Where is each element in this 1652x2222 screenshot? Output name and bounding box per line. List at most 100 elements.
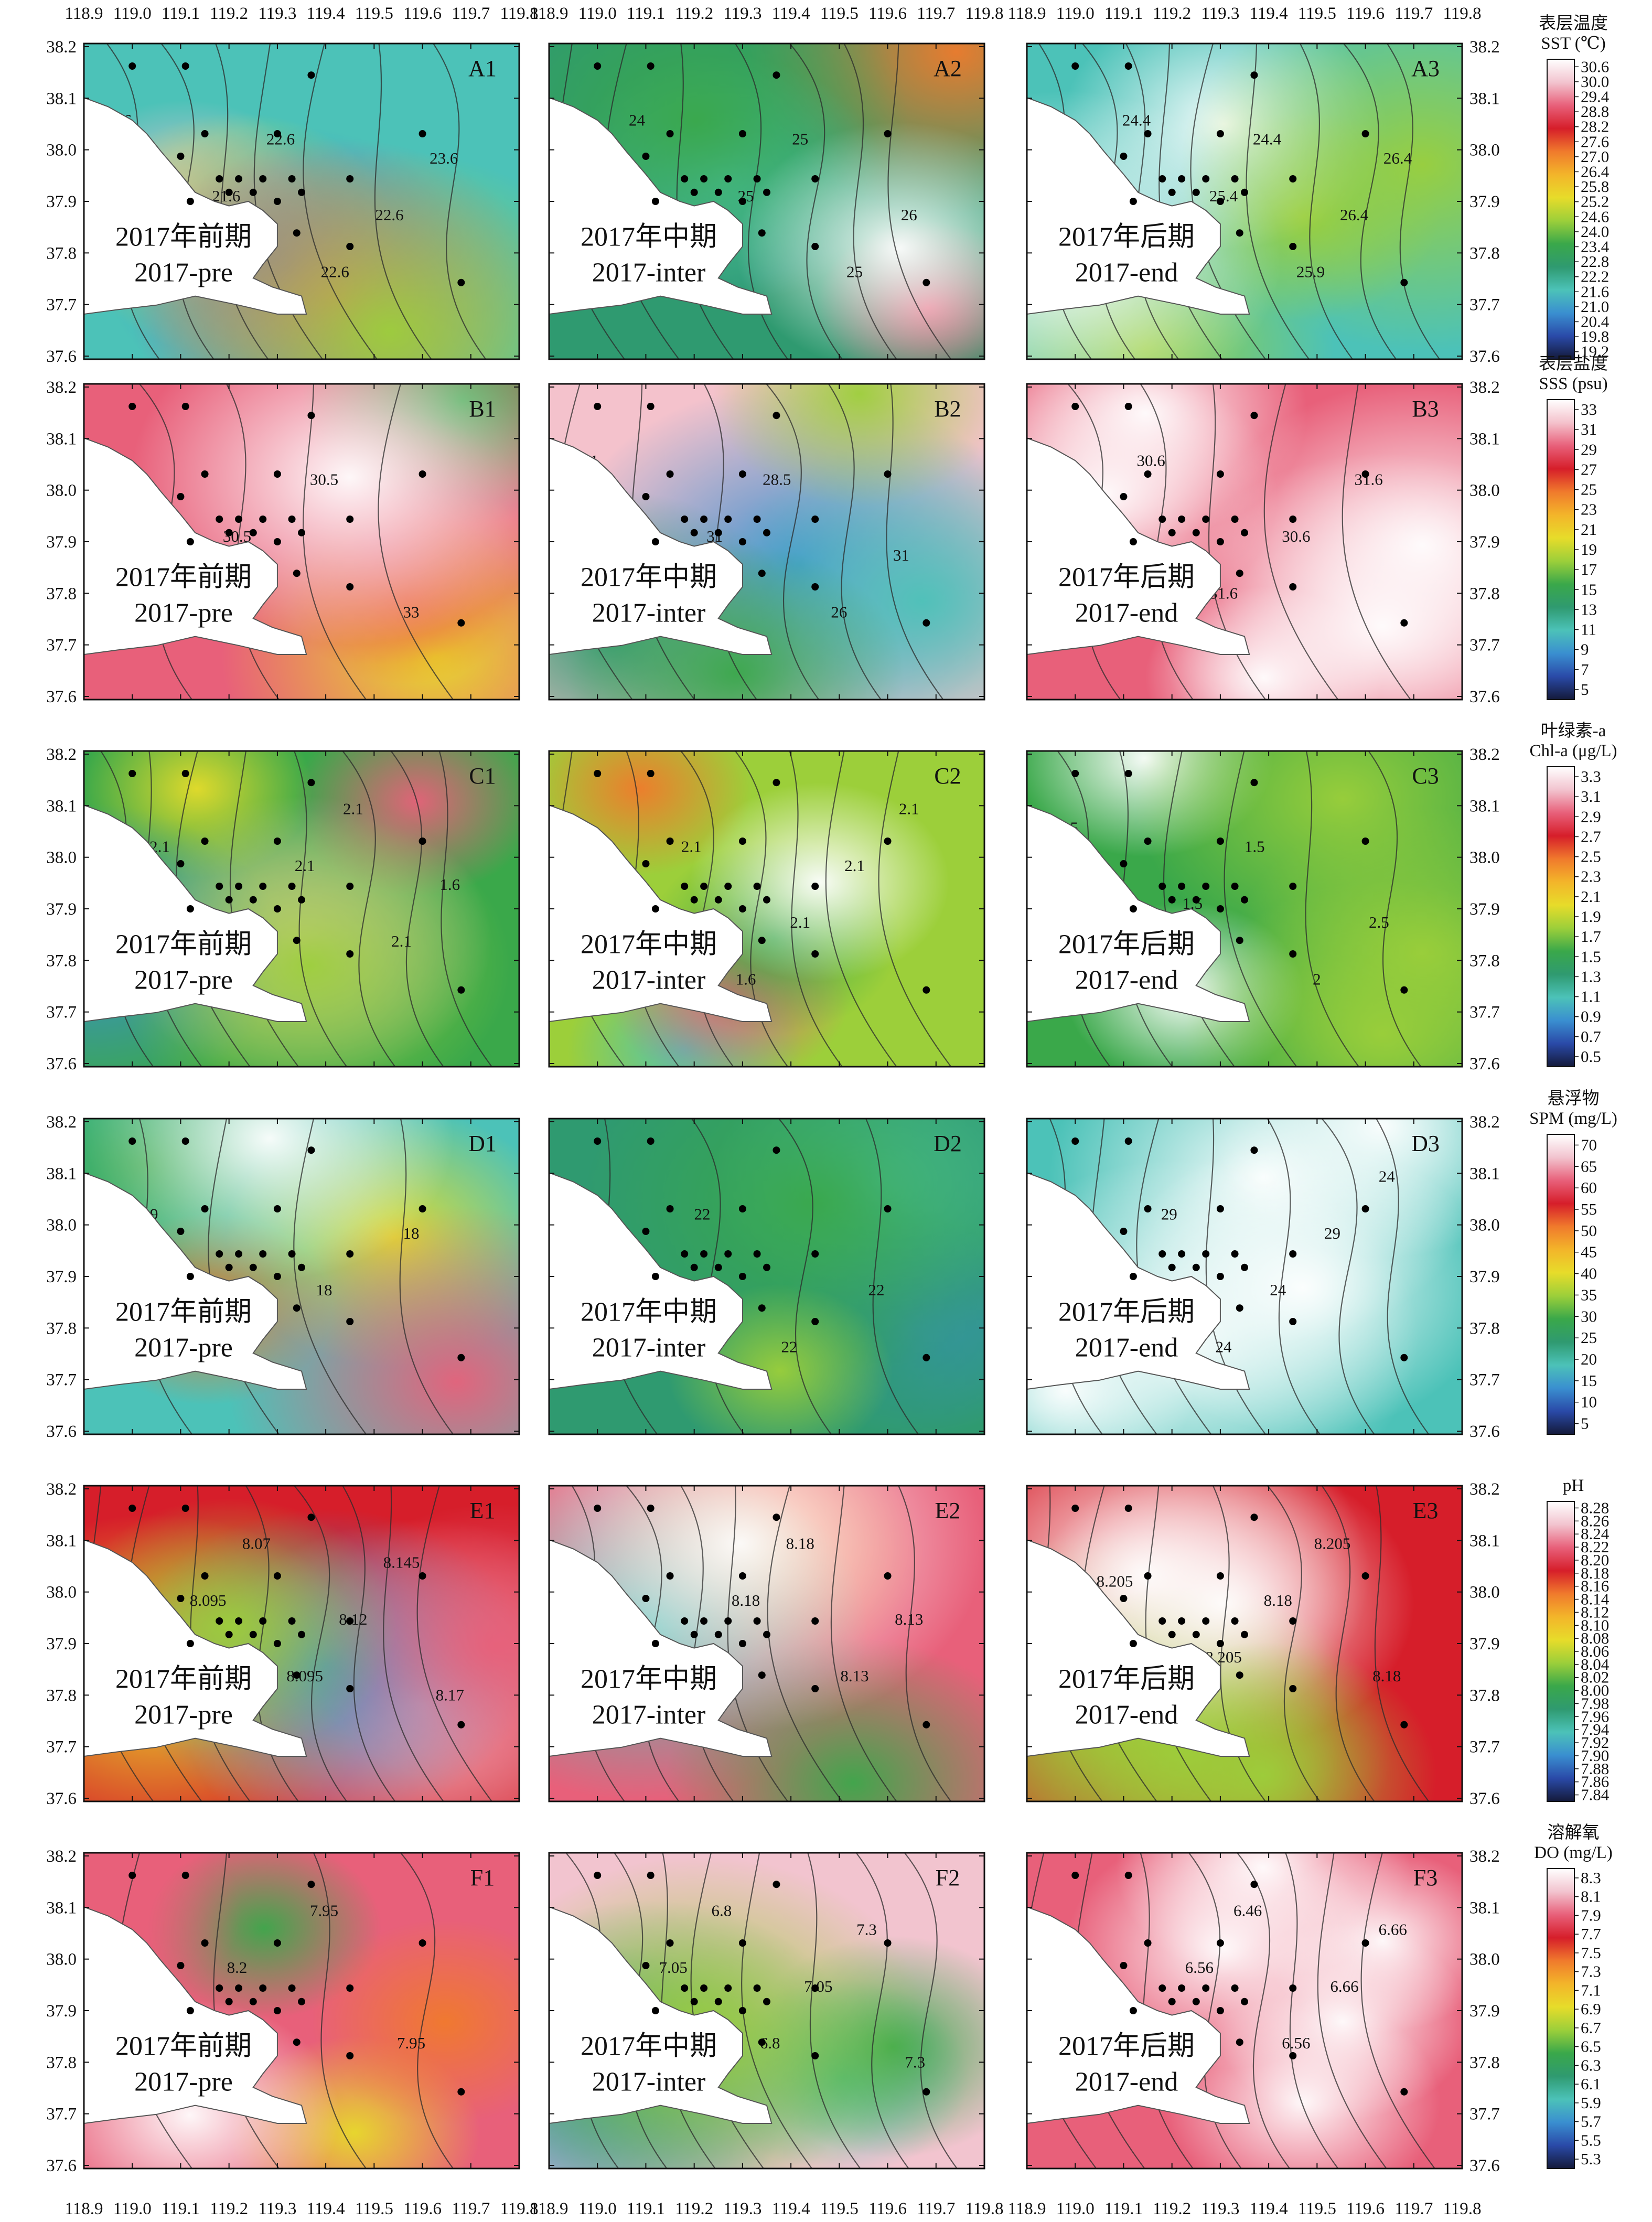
sampling-station xyxy=(773,1513,780,1521)
sampling-station xyxy=(419,1572,426,1580)
sampling-station xyxy=(235,883,243,890)
x-tick-label-top: 119.5 xyxy=(1298,4,1336,23)
colorbar-ramp xyxy=(1547,399,1575,700)
colorbar-tick-label: 30.0 xyxy=(1581,72,1609,91)
x-tick-label-top: 119.8 xyxy=(1443,4,1481,23)
sampling-station xyxy=(666,1205,674,1212)
sampling-station xyxy=(288,175,296,183)
field-a2: 24242525252526 xyxy=(549,44,984,359)
x-tick-label-bottom: 119.5 xyxy=(1298,2199,1336,2218)
y-tick-label-left: 37.6 xyxy=(46,347,77,366)
y-tick-label-right: 38.0 xyxy=(1469,1583,1500,1602)
contour-label: 29 xyxy=(1161,1205,1177,1223)
sampling-station xyxy=(186,1640,194,1647)
sampling-station xyxy=(1289,516,1297,523)
land-mass xyxy=(84,97,307,315)
sampling-station xyxy=(1216,470,1224,478)
y-tick-label-left: 37.8 xyxy=(46,244,77,263)
colorbar-tick-label: 25.8 xyxy=(1581,177,1609,196)
colorbar-tick-label: 1.3 xyxy=(1581,967,1601,985)
sampling-station xyxy=(259,516,267,523)
sampling-station xyxy=(293,570,301,577)
x-tick-label-bottom: 119.6 xyxy=(868,2199,907,2218)
sampling-station xyxy=(1216,838,1224,845)
contour-label: 8.18 xyxy=(1372,1667,1401,1685)
sampling-station xyxy=(594,770,602,777)
x-tick-label-bottom: 119.2 xyxy=(675,2199,713,2218)
period-label-zh: 2017年后期 xyxy=(1058,1297,1195,1327)
sampling-station xyxy=(647,1872,655,1879)
y-tick-label-left: 37.9 xyxy=(46,192,77,211)
sampling-station xyxy=(273,198,281,205)
land-mass xyxy=(84,1172,307,1390)
colorbar-tick-label: 17 xyxy=(1581,560,1597,578)
period-label-zh: 2017年中期 xyxy=(581,1297,717,1327)
sampling-station xyxy=(1192,896,1200,904)
land-mass xyxy=(549,97,773,315)
contour-label: 18 xyxy=(403,1224,420,1242)
land-mass xyxy=(1027,804,1250,1023)
sampling-station xyxy=(922,1721,930,1729)
sampling-station xyxy=(1289,1318,1297,1325)
sampling-station xyxy=(1168,1630,1176,1638)
colorbar-tick-label: 0.5 xyxy=(1581,1047,1601,1066)
field-b3: 31.630.631.630.631.6 xyxy=(1027,384,1462,700)
sampling-station xyxy=(1120,1228,1128,1235)
contour-label: 22 xyxy=(781,1337,798,1356)
sampling-station xyxy=(922,1354,930,1361)
colorbar-tick-label: 8.20 xyxy=(1581,1551,1609,1569)
sampling-station xyxy=(288,1250,296,1258)
y-tick-label-right: 38.1 xyxy=(1469,89,1500,108)
x-tick-label-bottom: 119.7 xyxy=(1394,2199,1433,2218)
sampling-station xyxy=(1289,950,1297,958)
period-label-en: 2017-pre xyxy=(134,1700,233,1730)
contour-label: 30.6 xyxy=(1137,452,1165,470)
contour-line xyxy=(878,751,952,1067)
sampling-station xyxy=(1120,493,1128,500)
sampling-station xyxy=(681,1250,689,1258)
contour-label: 2.1 xyxy=(343,799,363,818)
contour-line xyxy=(778,1119,832,1434)
contour-line xyxy=(1317,1853,1387,2169)
y-tick-label-left: 37.9 xyxy=(46,1268,77,1286)
contour-label: 2.1 xyxy=(790,913,810,931)
sampling-station xyxy=(273,1640,281,1647)
sampling-station xyxy=(177,1595,185,1602)
x-tick-label-bottom: 119.7 xyxy=(917,2199,955,2218)
sampling-station xyxy=(273,470,281,478)
sampling-station xyxy=(235,1250,243,1258)
contour-line xyxy=(313,1853,367,2169)
x-tick-label-top: 119.5 xyxy=(355,4,393,23)
sampling-station xyxy=(1236,570,1243,577)
contour-line xyxy=(303,44,378,359)
colorbar-tick-label: 13 xyxy=(1581,600,1597,618)
sampling-station xyxy=(216,516,223,523)
sampling-station xyxy=(419,130,426,137)
field-blob xyxy=(736,122,984,359)
sampling-station xyxy=(690,188,698,196)
contour-label: 24 xyxy=(1216,1337,1232,1356)
map-panel-e3: 8.238.2058.238.2058.188.2058.18E32017年后期… xyxy=(1026,1485,1463,1802)
sampling-station xyxy=(738,1640,746,1647)
sampling-station xyxy=(186,538,194,545)
colorbar-tick-label: 8.1 xyxy=(1581,1887,1601,1906)
contour-line xyxy=(676,44,734,359)
sampling-station xyxy=(753,1250,761,1258)
sampling-station xyxy=(811,1617,819,1625)
panel-id-label: D3 xyxy=(1411,1131,1440,1156)
sampling-station xyxy=(1241,188,1248,196)
colorbar-tick-label: 6.7 xyxy=(1581,2019,1601,2037)
y-tick-label-right: 37.8 xyxy=(1469,2053,1500,2072)
x-tick-label-bottom: 119.1 xyxy=(162,2199,200,2218)
x-tick-label-bottom: 119.2 xyxy=(210,2199,248,2218)
contour-label: 8.2 xyxy=(227,1958,248,1977)
sampling-station xyxy=(346,516,354,523)
contour-line xyxy=(1376,1119,1430,1434)
sampling-station xyxy=(763,188,770,196)
sampling-station xyxy=(922,986,930,994)
colorbar-tick-label: 5 xyxy=(1581,1414,1589,1433)
sampling-station xyxy=(457,2088,465,2096)
sampling-station xyxy=(225,1998,233,2005)
